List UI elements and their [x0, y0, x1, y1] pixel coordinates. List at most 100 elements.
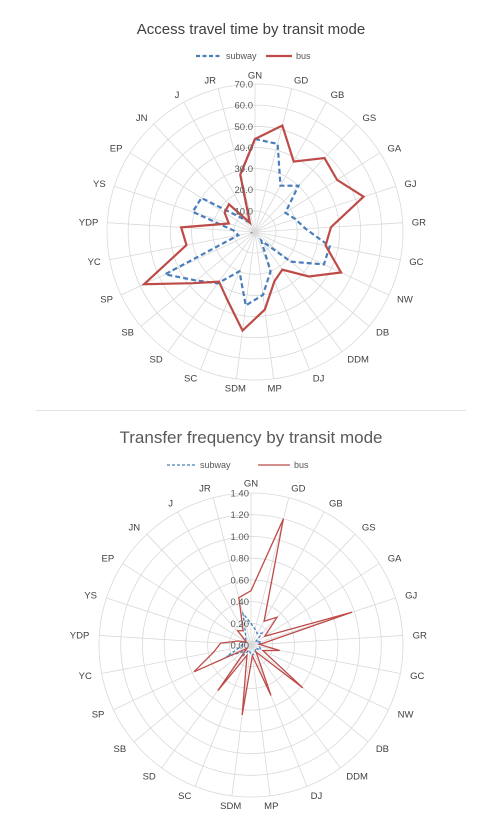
legend-label-bus: bus: [294, 460, 309, 470]
chart-title: Transfer frequency by transit mode: [120, 428, 383, 447]
legend-label-subway: subway: [226, 51, 257, 61]
category-label-gn: GN: [248, 71, 262, 82]
grid-spoke: [254, 231, 310, 370]
category-label-gb: GB: [329, 499, 343, 510]
radar-series: [193, 518, 353, 716]
series-bus: [193, 518, 353, 716]
category-label-mp: MP: [264, 801, 278, 812]
grid-spoke: [250, 644, 308, 787]
category-label-ep: EP: [102, 554, 115, 565]
category-label-jr: JR: [199, 484, 211, 495]
chart-legend: subway bus: [167, 460, 309, 470]
category-label-gs: GS: [362, 113, 376, 124]
category-label-gd: GD: [291, 484, 305, 495]
grid-spoke: [254, 222, 403, 233]
grid-spoke: [254, 231, 390, 296]
legend-label-subway: subway: [200, 460, 231, 470]
category-label-ep: EP: [110, 143, 123, 154]
grid-spoke: [120, 231, 256, 296]
axis-tick-label: 1.20: [231, 510, 250, 521]
category-label-db: DB: [376, 744, 389, 755]
category-label-j: J: [168, 499, 173, 510]
radar-grid: [106, 83, 404, 381]
category-label-gb: GB: [331, 90, 345, 101]
panel-divider: [36, 410, 466, 411]
grid-spoke: [101, 644, 252, 674]
category-label-nw: NW: [398, 709, 414, 720]
grid-spoke: [254, 231, 401, 261]
category-label-jn: JN: [136, 113, 148, 124]
category-label-db: DB: [376, 328, 389, 339]
grid-spoke: [167, 231, 256, 352]
grid-spoke: [153, 123, 256, 233]
grid-spoke: [217, 88, 256, 233]
category-label-nw: NW: [397, 294, 413, 305]
radar-chart-access-time: Access travel time by transit mode subwa…: [79, 21, 426, 395]
category-label-sdm: SDM: [220, 801, 241, 812]
grid-spoke: [254, 152, 381, 233]
grid-spoke: [250, 635, 403, 646]
radar-labels: GN GD GB GS GA GJ GR GC NW DB DDM DJ MP SDM SC SD SB SP YC…: [70, 479, 427, 813]
category-label-ys: YS: [93, 179, 106, 190]
grid-spoke: [183, 102, 256, 233]
category-label-sd: SD: [143, 772, 156, 783]
category-label-sc: SC: [184, 373, 197, 384]
radar-grid: [98, 492, 404, 798]
axis-tick-label: 0.20: [231, 619, 250, 630]
grid-spoke: [250, 597, 396, 646]
category-label-mp: MP: [268, 383, 282, 394]
category-label-jn: JN: [128, 522, 140, 533]
grid-spoke: [250, 644, 401, 674]
grid-spoke: [250, 644, 271, 796]
grid-spoke: [129, 152, 256, 233]
category-label-gr: GR: [412, 218, 426, 229]
category-label-gj: GJ: [404, 179, 416, 190]
grid-spoke: [177, 511, 252, 646]
grid-spoke: [254, 231, 274, 379]
category-label-ddm: DDM: [347, 355, 369, 366]
axis-tick-label: -: [250, 228, 253, 239]
radar-series: [141, 123, 366, 333]
grid-spoke: [254, 88, 293, 233]
category-label-sb: SB: [121, 328, 134, 339]
category-label-ga: GA: [388, 554, 402, 565]
category-label-yc: YC: [88, 257, 101, 268]
grid-spoke: [140, 231, 256, 327]
series-subway: [161, 137, 332, 308]
chart-title: Access travel time by transit mode: [137, 21, 365, 38]
grid-spoke: [254, 123, 357, 233]
chart-panel-transfer-frequency: Transfer frequency by transit mode subwa…: [0, 411, 502, 839]
category-label-sdm: SDM: [225, 383, 246, 394]
axis-tick-label: 0.80: [231, 554, 250, 565]
axis-tick-label: 1.40: [231, 489, 250, 500]
grid-spoke: [250, 644, 341, 769]
axis-tick-label: 0.00: [231, 641, 250, 652]
category-label-ga: GA: [388, 143, 402, 154]
category-label-yc: YC: [79, 671, 92, 682]
grid-spoke: [113, 644, 252, 711]
axis-tick-label: 30.0: [235, 164, 254, 175]
radar-labels: GN GD GB GS GA GJ GR GC NW DB DDM DJ MP SDM SC SD SB SP YC…: [79, 71, 426, 395]
grid-spoke: [254, 231, 370, 327]
axis-tick-label: 0.40: [231, 597, 250, 608]
axis-tick-label: 70.0: [235, 80, 254, 91]
category-label-ddm: DDM: [346, 772, 368, 783]
grid-spoke: [99, 635, 252, 646]
category-label-sp: SP: [92, 709, 105, 720]
category-label-dj: DJ: [313, 373, 325, 384]
grid-spoke: [122, 563, 252, 646]
grid-spoke: [254, 231, 343, 352]
grid-spoke: [250, 644, 369, 743]
category-label-ydp: YDP: [70, 630, 90, 641]
category-label-ys: YS: [84, 590, 97, 601]
grid-spoke: [254, 185, 396, 233]
chart-legend: subway bus: [196, 51, 311, 61]
axis-tick-label: 40.0: [235, 143, 254, 154]
grid-spoke: [109, 231, 256, 261]
axis-tick-label: 10.0: [235, 206, 254, 217]
grid-spoke: [194, 644, 252, 787]
category-label-dj: DJ: [311, 791, 323, 802]
category-label-sp: SP: [100, 294, 113, 305]
category-label-j: J: [175, 90, 180, 101]
category-label-gc: GC: [409, 257, 423, 268]
